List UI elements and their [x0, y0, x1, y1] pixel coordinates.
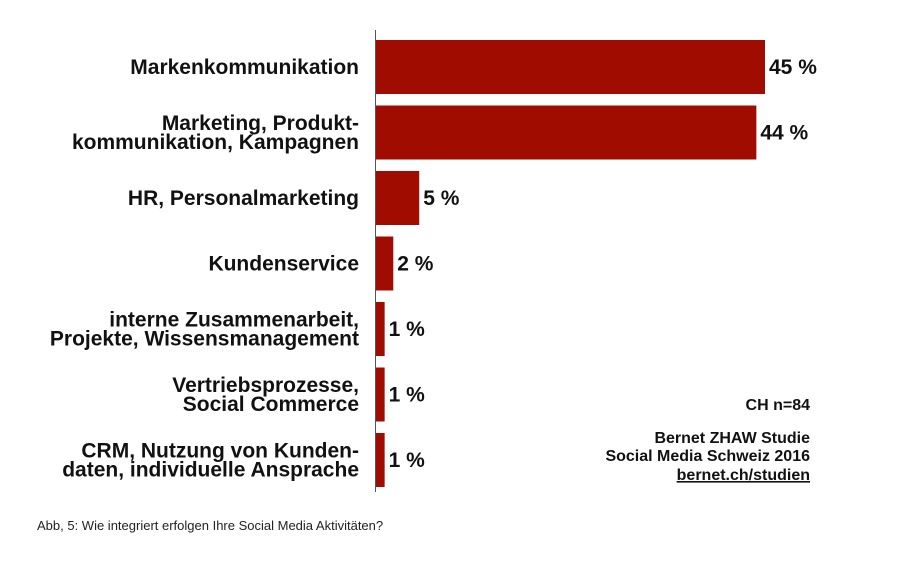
category-label-2-line-2: kommunikation, Kampagnen [72, 131, 359, 154]
value-label-7: 1 % [389, 449, 426, 472]
category-label-7-line-2: daten, individuelle Ansprache [62, 459, 359, 482]
category-label-5-line-2: Projekte, Wissensmanagement [50, 328, 359, 351]
bar-4 [376, 236, 394, 291]
value-labels-group: 45 % 44 % 5 % 2 % 1 % 1 % 1 % [389, 56, 818, 472]
bars-group [376, 40, 765, 487]
category-label-2-line-1: Marketing, Produkt- [162, 112, 359, 135]
bar-1 [376, 40, 765, 94]
source-line-1: Bernet ZHAW Studie [654, 430, 810, 447]
category-labels-group: Markenkommunikation Marketing, Produkt-ko… [50, 56, 359, 482]
source-line-2: Social Media Schweiz 2016 [605, 448, 810, 465]
bar-2 [376, 105, 757, 160]
category-label-3: HR, Personalmarketing [128, 187, 359, 210]
value-label-1: 45 % [769, 56, 817, 79]
value-label-2: 44 % [760, 122, 808, 145]
category-label-5-line-1: interne Zusammenarbeit, [109, 309, 359, 332]
category-label-4: Kundenservice [208, 253, 359, 276]
figure-caption: Abb, 5: Wie integriert erfolgen Ihre Soc… [37, 518, 384, 533]
bar-6 [376, 367, 385, 422]
value-label-4: 2 % [397, 253, 434, 276]
category-label-6-line-1: Vertriebsprozesse, [172, 374, 359, 397]
category-label-1: Markenkommunikation [130, 56, 359, 79]
category-label-6-line-2: Social Commerce [183, 393, 359, 416]
category-label-7-line-1: CRM, Nutzung von Kunden- [81, 440, 359, 463]
value-label-5: 1 % [389, 318, 426, 341]
sample-size-note: CH n=84 [746, 397, 811, 414]
source-link[interactable]: bernet.ch/studien [677, 467, 810, 484]
bar-3 [376, 171, 420, 225]
bar-7 [376, 433, 385, 487]
value-label-3: 5 % [423, 187, 460, 210]
bar-5 [376, 302, 385, 356]
value-label-6: 1 % [389, 384, 426, 407]
